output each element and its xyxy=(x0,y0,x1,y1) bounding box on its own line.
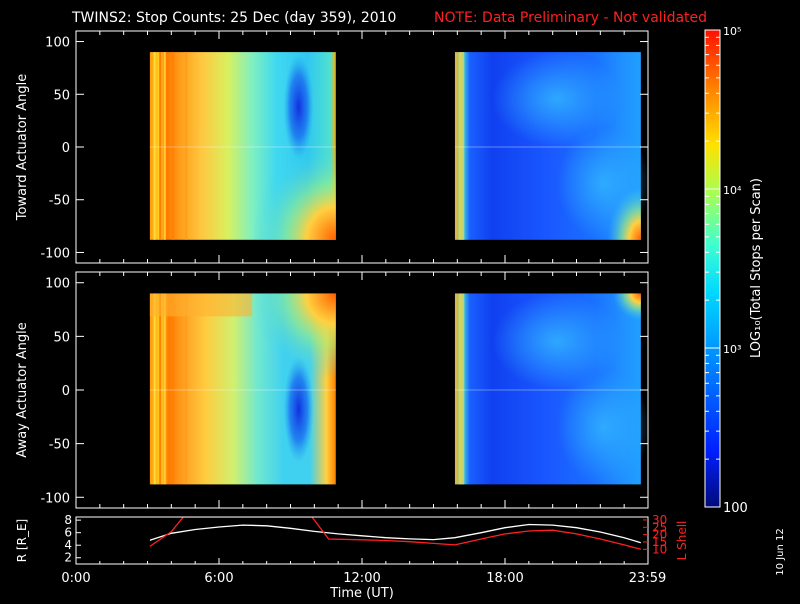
toward-stripe-5 xyxy=(185,52,188,240)
toward-ylabel: Toward Actuator Angle xyxy=(15,74,30,221)
away-zero-streak-1 xyxy=(149,389,336,391)
colorbar-tick-label: 100 xyxy=(723,501,748,516)
ephem-ytick-right-label: 15 xyxy=(652,535,667,549)
colorbar-tick-label: 10⁴ xyxy=(723,184,742,197)
away-stripe-4 xyxy=(172,293,175,485)
x-axis-label: Time (UT) xyxy=(329,586,394,600)
ephem-ytick-right-label: 10 xyxy=(652,542,667,556)
lshell-line xyxy=(149,517,641,550)
panel-toward: -100 -50 0 50 100 Toward Actuator Angle xyxy=(15,30,651,264)
data-note: NOTE: Data Preliminary - Not validated xyxy=(434,10,707,26)
toward-ytick-label: -50 xyxy=(49,194,70,209)
away-depletion-region xyxy=(283,355,314,463)
chart-title: TWINS2: Stop Counts: 25 Dec (day 359), 2… xyxy=(71,10,396,26)
toward-depletion-region xyxy=(283,54,314,160)
ephem-ytick-left-label: 4 xyxy=(64,538,72,552)
toward-ytick-label: 0 xyxy=(62,141,70,156)
away-zero-streak-2 xyxy=(454,389,641,391)
colorbar-tick-label: 10⁵ xyxy=(723,25,741,38)
toward-stripe-2 xyxy=(159,52,162,240)
away-stripe-start xyxy=(458,293,465,485)
away-ytick-label: 100 xyxy=(45,277,70,292)
toward-stripe-1 xyxy=(153,52,156,240)
ephem-ytick-right-label: 30 xyxy=(652,513,667,527)
away-ytick-label: -50 xyxy=(49,438,70,453)
toward-zero-streak-1 xyxy=(149,146,336,148)
toward-ytick-label: 100 xyxy=(45,36,70,51)
toward-stripe-4 xyxy=(172,52,175,240)
away-hot-corner xyxy=(612,293,641,321)
ephem-ytick-right-label: 25 xyxy=(652,520,667,534)
away-stripe-5 xyxy=(185,293,188,485)
ephem-ytick-right-label: 20 xyxy=(652,528,667,542)
away-light-region-2 xyxy=(557,369,651,485)
colorbar-tick-label: 10³ xyxy=(723,343,741,356)
xtick-label: 18:00 xyxy=(486,571,523,586)
away-top-band xyxy=(149,293,253,317)
toward-ytick-label: -100 xyxy=(40,246,70,261)
panel-away: -100 -50 0 50 100 Away Actuator Angle xyxy=(15,271,651,509)
colorbar: 100 10³ 10⁴ 10⁵ LOG₁₀(Total Stops per Scan) xyxy=(704,25,764,516)
ephem-ytick-left-label: 2 xyxy=(64,551,72,565)
away-ylabel: Away Actuator Angle xyxy=(15,322,30,457)
toward-stripe-start xyxy=(458,52,465,240)
ephemeris-frame xyxy=(75,516,649,565)
toward-zero-streak-2 xyxy=(454,146,641,148)
away-stripe-3 xyxy=(163,293,166,485)
away-ytick-label: -100 xyxy=(40,491,70,506)
ephem-ytick-left-label: 8 xyxy=(64,513,72,527)
away-hot-corner xyxy=(252,293,336,380)
away-ytick-label: 0 xyxy=(62,384,70,399)
away-stripe-1 xyxy=(153,293,156,485)
toward-stripe-3 xyxy=(163,52,166,240)
ephem-ylabel-right: L Shell xyxy=(675,521,689,561)
ephem-ylabel-left: R [R_E] xyxy=(15,519,29,562)
side-date: 10 Jun 12 xyxy=(775,528,786,575)
xtick-label: 23:59 xyxy=(629,571,666,586)
xtick-label: 6:00 xyxy=(204,571,233,586)
away-light-region-1 xyxy=(492,293,623,389)
toward-hot-corner xyxy=(607,187,641,240)
toward-light-region-1 xyxy=(492,52,623,146)
ephem-ytick-left-label: 6 xyxy=(64,526,72,540)
away-stripe-2 xyxy=(159,293,162,485)
toward-hot-corner xyxy=(252,145,336,240)
colorbar-gradient xyxy=(705,30,720,507)
xtick-label: 12:00 xyxy=(343,571,380,586)
colorbar-label: LOG₁₀(Total Stops per Scan) xyxy=(749,178,764,358)
away-ytick-label: 50 xyxy=(53,330,70,345)
toward-ytick-label: 50 xyxy=(53,88,70,103)
xtick-label: 0:00 xyxy=(61,571,90,586)
radius-line xyxy=(149,523,641,544)
